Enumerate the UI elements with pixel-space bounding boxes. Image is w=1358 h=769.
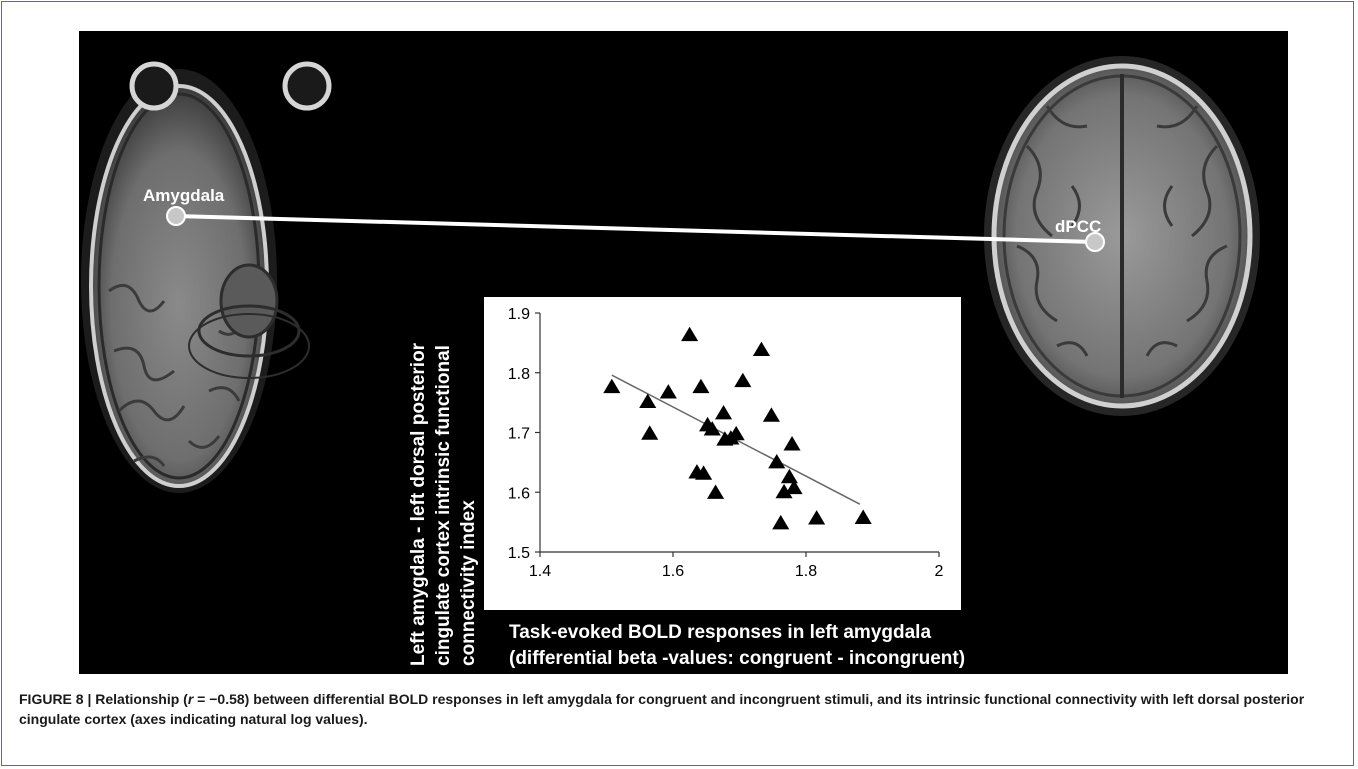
data-point-triangle <box>768 453 786 469</box>
amygdala-label: Amygdala <box>143 186 225 205</box>
data-point-triangle <box>714 404 733 420</box>
x-tick-label: 2 <box>935 563 944 580</box>
right-brain-slice <box>984 56 1260 416</box>
data-point-triangle <box>659 384 677 399</box>
x-tick-label: 1.6 <box>662 563 684 580</box>
connection-overlay: Amygdala dPCC <box>143 186 1105 252</box>
data-point-triangle <box>703 421 721 436</box>
connectivity-line <box>175 214 1096 244</box>
data-point-triangle <box>695 465 713 480</box>
y-tick-label: 1.6 <box>508 485 530 502</box>
caption-r-value: = −0.58 <box>193 691 245 707</box>
dpcc-label: dPCC <box>1055 217 1101 236</box>
data-point-triangle <box>808 510 826 525</box>
data-point-triangle <box>854 509 872 524</box>
data-point-triangle <box>681 326 699 342</box>
data-point-triangle <box>639 393 657 409</box>
data-point-triangle <box>785 479 803 495</box>
y-tick-label: 1.5 <box>508 545 530 562</box>
amygdala-roi-marker <box>166 206 186 226</box>
data-point-triangle <box>752 341 770 357</box>
caption-r-symbol: r <box>187 691 194 707</box>
y-axis-label-line-1: Left amygdala - left dorsal posterior <box>408 342 429 666</box>
data-point-triangle <box>762 407 780 422</box>
data-point-triangle <box>783 436 801 451</box>
figure-caption: FIGURE 8 | Relationship (r = −0.58) betw… <box>19 689 1319 729</box>
data-point-triangle <box>780 468 798 484</box>
data-point-triangle <box>692 378 710 394</box>
y-tick-label: 1.8 <box>508 366 530 383</box>
scatter-plot: 1.5 1.6 1.7 1.8 1.9 1.4 1.6 1.8 2 <box>484 297 961 610</box>
y-axis-label-line-3: connectivity index <box>458 500 479 666</box>
caption-prefix: FIGURE 8 | Relationship ( <box>19 691 188 707</box>
dpcc-roi-marker <box>1085 232 1105 252</box>
data-point-triangle <box>775 483 793 499</box>
x-axis-label-line-1: Task-evoked BOLD responses in left amygd… <box>509 622 931 643</box>
data-point-triangle <box>641 425 659 440</box>
data-point-triangle <box>772 514 790 530</box>
caption-text: ) between differential BOLD responses in… <box>19 691 1305 727</box>
x-tick-label: 1.8 <box>795 563 817 580</box>
plot-background <box>484 297 961 610</box>
x-axis-label-group: Task-evoked BOLD responses in left amygd… <box>509 622 965 669</box>
left-brain-slice <box>81 61 332 493</box>
y-tick-label: 1.9 <box>508 306 530 323</box>
data-point-triangle <box>734 372 752 388</box>
data-point-triangle <box>603 378 621 394</box>
y-axis-label-group: Left amygdala - left dorsal posterior ci… <box>408 342 479 666</box>
y-axis-label-line-2: cingulate cortex intrinsic functional <box>433 345 454 666</box>
data-point-triangle <box>707 484 725 499</box>
figure-panel: Amygdala dPCC Left amygdala - left dorsa… <box>79 31 1288 674</box>
data-point-triangle <box>727 425 745 441</box>
x-tick-label: 1.4 <box>529 563 551 580</box>
x-axis-label-line-2: (differential beta -values: congruent - … <box>509 648 965 669</box>
y-tick-label: 1.7 <box>508 426 530 443</box>
